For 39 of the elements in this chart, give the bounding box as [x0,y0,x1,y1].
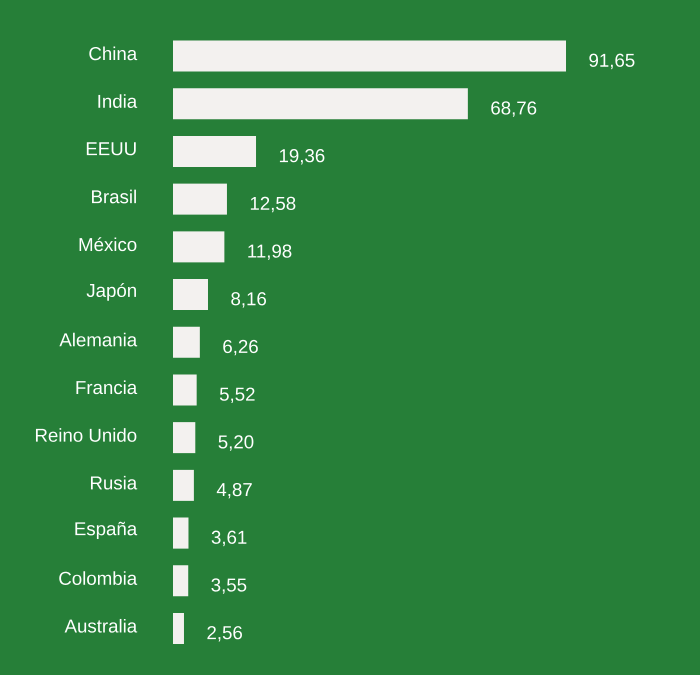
bar [173,88,468,120]
data-label: 4,87 [216,482,252,498]
bar [173,326,200,358]
y-tick-label: Colombia [59,571,138,585]
y-tick-label: Alemania [59,332,138,346]
bar [173,470,194,501]
y-tick-label: Brasil [92,190,136,204]
data-label: 6,26 [223,340,258,356]
data-label: 19,36 [280,149,324,164]
bar [173,422,196,454]
y-tick-label: México [80,237,136,252]
y-tick-label: India [98,94,138,108]
bar [173,40,566,72]
data-label: 2,56 [207,626,242,642]
data-label: 8,16 [231,292,266,308]
bar [173,612,184,644]
data-label: 3,55 [211,578,246,594]
y-tick-label: EEUU [86,142,136,156]
bar [173,374,197,406]
data-label: 91,65 [589,54,634,70]
y-tick-label: Francia [76,380,138,394]
bar [173,279,208,310]
data-label: 11,98 [248,244,292,260]
bar [173,136,256,167]
data-label: 68,76 [491,101,536,117]
y-tick-label: Reino Unido [36,428,136,442]
bar [173,518,188,549]
data-label: 3,61 [212,530,246,546]
y-tick-label: España [75,522,138,540]
bar [173,184,227,215]
data-label: 12,58 [250,196,296,212]
bar [173,565,188,596]
data-label: 5,20 [218,435,254,451]
y-tick-label: Rusia [90,476,138,490]
y-tick-label: China [89,46,138,60]
y-tick-label: Australia [64,618,138,633]
bar [173,231,224,262]
y-tick-label: Japón [86,283,136,301]
data-label: 5,52 [220,388,255,403]
